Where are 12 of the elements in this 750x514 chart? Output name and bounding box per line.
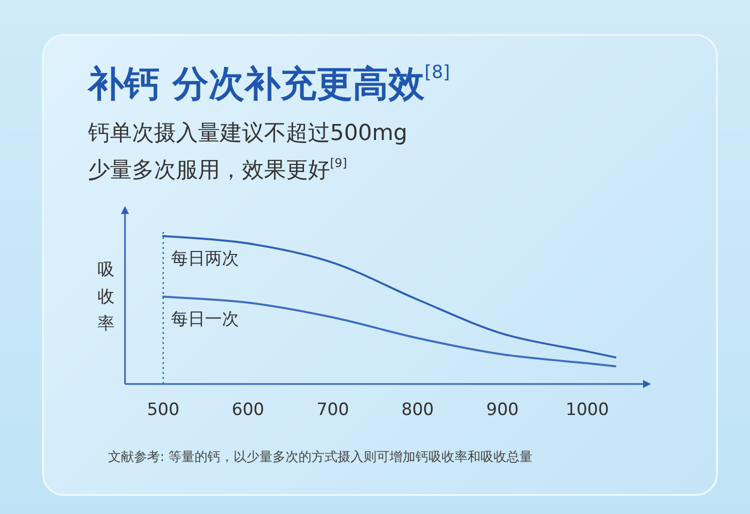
series-label: 每日一次 [171, 310, 240, 330]
y-axis-title: 吸收率 [98, 260, 114, 334]
x-tick-label: 1000 [566, 400, 609, 420]
text: 文献参考: 等量的钙，以少量多次的方式摄入则可增加钙吸收率和吸收总量 [108, 449, 533, 466]
x-tick-label: 800 [401, 400, 434, 420]
x-tick-label: 600 [232, 400, 264, 420]
chart-title: 补钙 分次补充更高效$^{[8]}$ [88, 61, 450, 107]
x-tick-label: 700 [316, 400, 350, 420]
series-label: 每日两次 [171, 249, 240, 269]
chart-subtitle: 钙单次摄入量建议不超过500mg 少量多次服用，效果更好$^{[9]}$ [88, 120, 408, 185]
x-tick-label: 500 [146, 400, 180, 420]
x-tick-label: 900 [486, 400, 519, 420]
